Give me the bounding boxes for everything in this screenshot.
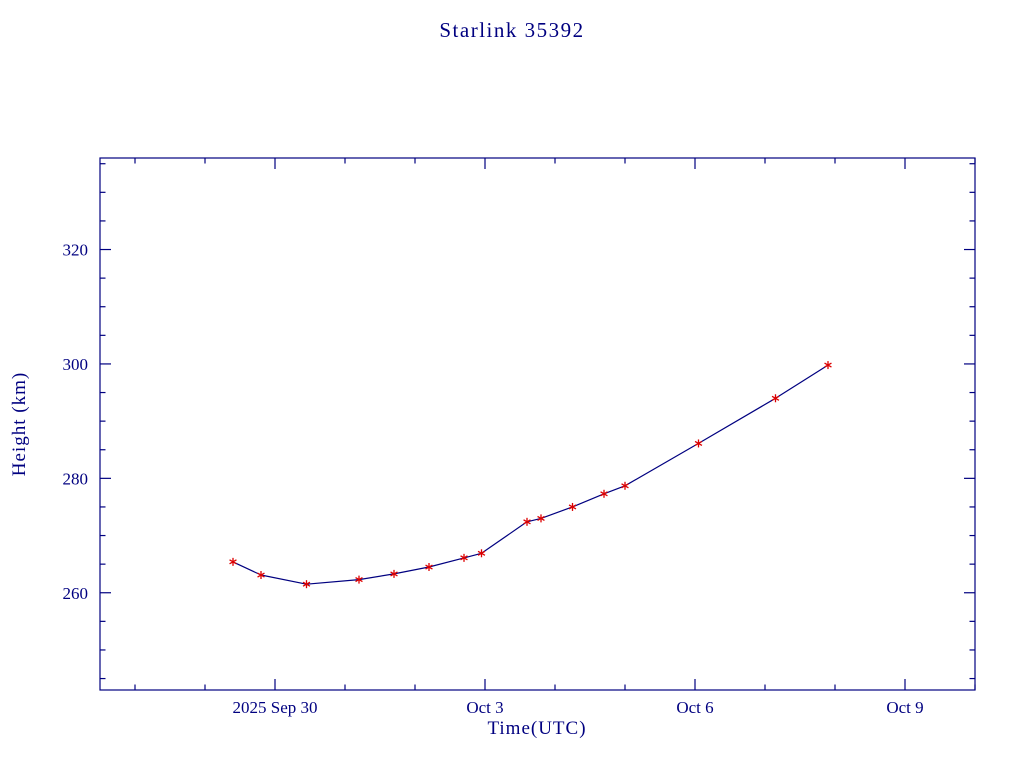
- x-axis-ticks: [134, 158, 976, 690]
- data-point-marker: [390, 569, 398, 578]
- y-axis-tick-labels: 260 280 300 320: [63, 241, 89, 603]
- x-axis-label: Time(UTC): [487, 718, 587, 739]
- data-point-marker: [600, 489, 608, 498]
- data-point-marker: [824, 361, 832, 370]
- x-axis-tick-labels: 2025 Sep 30 Oct 3 Oct 6 Oct 9: [233, 698, 924, 717]
- x-tick-label: 2025 Sep 30: [233, 698, 318, 717]
- x-tick-label: Oct 9: [886, 698, 923, 717]
- data-point-marker: [257, 571, 265, 580]
- y-axis-ticks: [100, 163, 975, 680]
- data-point-marker: [460, 553, 468, 562]
- data-point-marker: [302, 580, 311, 589]
- data-point-marker: [523, 517, 531, 526]
- y-tick-label: 280: [63, 469, 89, 488]
- y-tick-label: 260: [63, 584, 89, 603]
- data-point-marker: [425, 563, 433, 572]
- x-tick-label: Oct 6: [676, 698, 713, 717]
- y-tick-label: 300: [63, 355, 89, 374]
- data-point-marker: [694, 439, 703, 448]
- data-point-markers: [229, 361, 832, 589]
- data-point-marker: [621, 481, 629, 490]
- data-point-marker: [537, 514, 545, 523]
- plot-frame: [99, 157, 976, 691]
- x-tick-label: Oct 3: [466, 698, 503, 717]
- y-tick-label: 320: [63, 241, 89, 260]
- data-point-marker: [771, 394, 780, 403]
- data-point-marker: [477, 549, 486, 558]
- data-point-marker: [568, 502, 577, 511]
- height-series-line: [232, 364, 829, 585]
- data-point-marker: [355, 575, 363, 584]
- data-point-marker: [229, 557, 237, 566]
- chart-title: Starlink 35392: [439, 18, 585, 42]
